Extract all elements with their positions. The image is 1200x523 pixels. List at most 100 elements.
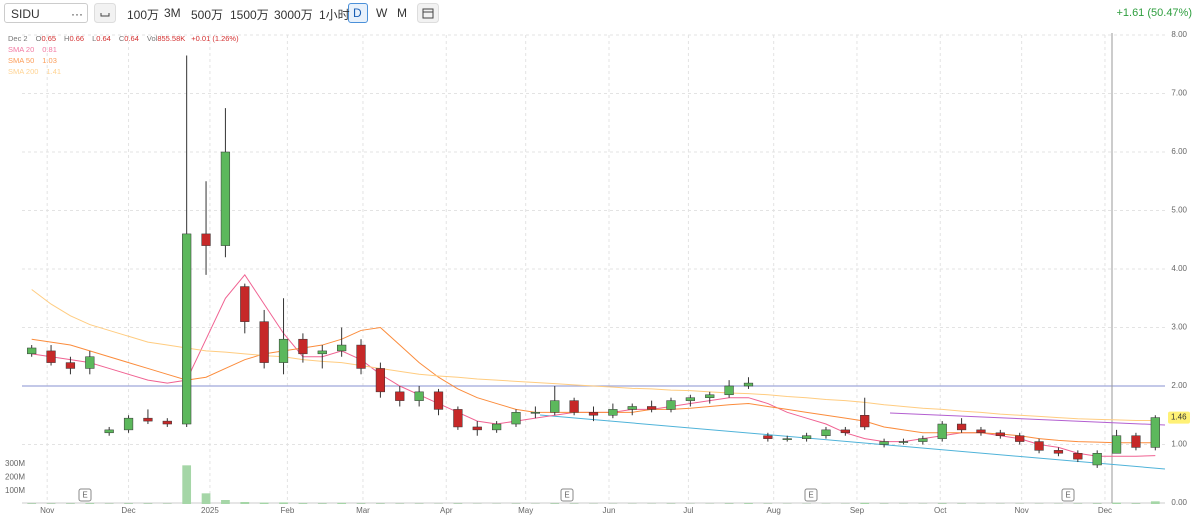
volume-bar [317, 503, 327, 504]
candle-body [666, 400, 676, 410]
candle-body [860, 415, 870, 428]
volume-bar [1150, 501, 1160, 504]
candle-body [511, 412, 521, 425]
y-tick-label: 2.00 [1171, 381, 1187, 390]
candle-body [433, 391, 444, 410]
x-tick-label: May [518, 506, 533, 515]
candle-body [1150, 417, 1160, 448]
y-tick-label: 0.00 [1171, 498, 1187, 507]
volume-bar [453, 503, 463, 504]
candle-body [414, 391, 424, 401]
candle-body [918, 438, 928, 442]
candle-body [608, 409, 618, 416]
candle-body [840, 429, 850, 434]
legend-label: H [64, 34, 70, 43]
volume-bar [1131, 503, 1141, 504]
interval-button[interactable]: W [376, 6, 388, 20]
candle-body [278, 338, 289, 363]
interval-button[interactable]: 1500万 [230, 8, 269, 22]
candle-body [550, 400, 560, 413]
volume-bar [937, 503, 947, 504]
candle-body [375, 368, 386, 393]
trendline [889, 412, 1166, 426]
candle-body [143, 417, 153, 422]
candle-body [627, 406, 637, 410]
candle-body [879, 441, 889, 445]
candle-body [65, 362, 76, 369]
more[interactable]: ··· [71, 7, 83, 21]
y-tick-label: 8.00 [1171, 30, 1187, 39]
earnings-label: E [808, 491, 813, 500]
x-tick-label: Oct [934, 506, 947, 515]
x-tick-label: Nov [40, 506, 54, 515]
candle-body [647, 406, 657, 410]
candle-body [27, 347, 37, 355]
volume-bar [860, 502, 870, 504]
x-tick-label: Jun [603, 506, 616, 515]
x-tick-label: 2025 [201, 506, 219, 515]
chart-type-button[interactable] [94, 3, 116, 23]
candle-body [956, 423, 967, 431]
y-tick-label: 5.00 [1171, 206, 1187, 215]
price-tag [1168, 411, 1190, 424]
legend-value: 855.58K [157, 34, 186, 43]
x-tick-label: Aug [767, 506, 781, 515]
y-tick-label: 7.00 [1171, 89, 1187, 98]
price-tag-label: 1.46 [1171, 413, 1187, 422]
candle-body [182, 233, 192, 425]
interval-button[interactable]: M [397, 6, 407, 20]
trendline [539, 414, 1166, 470]
sma-line [31, 289, 1156, 422]
calendar-button[interactable] [417, 3, 439, 23]
candle-body [1034, 441, 1044, 451]
legend-value: 0.66 [69, 34, 85, 43]
candle-body [453, 409, 463, 428]
candle-body [898, 441, 909, 443]
interval-button[interactable]: 3M [164, 6, 181, 20]
x-tick-label: Apr [440, 506, 453, 515]
earnings-label: E [1065, 491, 1070, 500]
volume-bar [66, 503, 75, 504]
candle-body [530, 412, 540, 414]
x-tick-label: Jul [683, 506, 693, 515]
volume-bar [143, 503, 153, 504]
volume-bar [724, 503, 734, 504]
legend-label: Vol [146, 34, 158, 43]
candle-body [821, 429, 831, 436]
legend-label: C [118, 34, 125, 43]
candle-body [937, 423, 947, 439]
x-tick-label: Mar [356, 506, 370, 515]
x-tick-label: Dec [1098, 506, 1112, 515]
candle-body [588, 412, 599, 416]
interval-button[interactable]: 3000万 [274, 8, 313, 22]
x-tick-label: Dec [121, 506, 135, 515]
earnings-marker [804, 488, 818, 502]
toolbar: SIDU ··· +1.61 (50.47%) 100万 3M 500万 1500万 30… [0, 0, 1200, 28]
candle-body [1053, 450, 1064, 454]
legend-label: O [35, 34, 42, 43]
volume-bar [182, 465, 192, 504]
candle-body [724, 385, 734, 396]
volume-tick-label: 200M [5, 472, 25, 481]
ticker-box[interactable]: SIDU ··· [4, 3, 88, 23]
candle-body [220, 151, 231, 246]
legend-value: 0.64 [96, 34, 111, 43]
sma-line [31, 326, 1156, 444]
legend-value: 1.03 [42, 56, 57, 65]
interval-button[interactable]: 1小时 [319, 8, 350, 22]
candle-body [995, 432, 1005, 436]
volume-bar [298, 503, 308, 504]
candle-body [763, 435, 773, 439]
candle-body [317, 350, 327, 355]
candle-body [743, 382, 754, 387]
volume-bar [221, 500, 230, 504]
candle-body [1111, 435, 1122, 454]
legend-value: 0.81 [42, 45, 57, 54]
interval-button[interactable]: 500万 [191, 8, 224, 22]
interval-button[interactable]: D [353, 6, 362, 20]
candle-body [1131, 435, 1141, 448]
earnings-marker [560, 488, 574, 502]
candle-body [976, 429, 986, 434]
interval-button[interactable]: 100万 [127, 8, 160, 22]
